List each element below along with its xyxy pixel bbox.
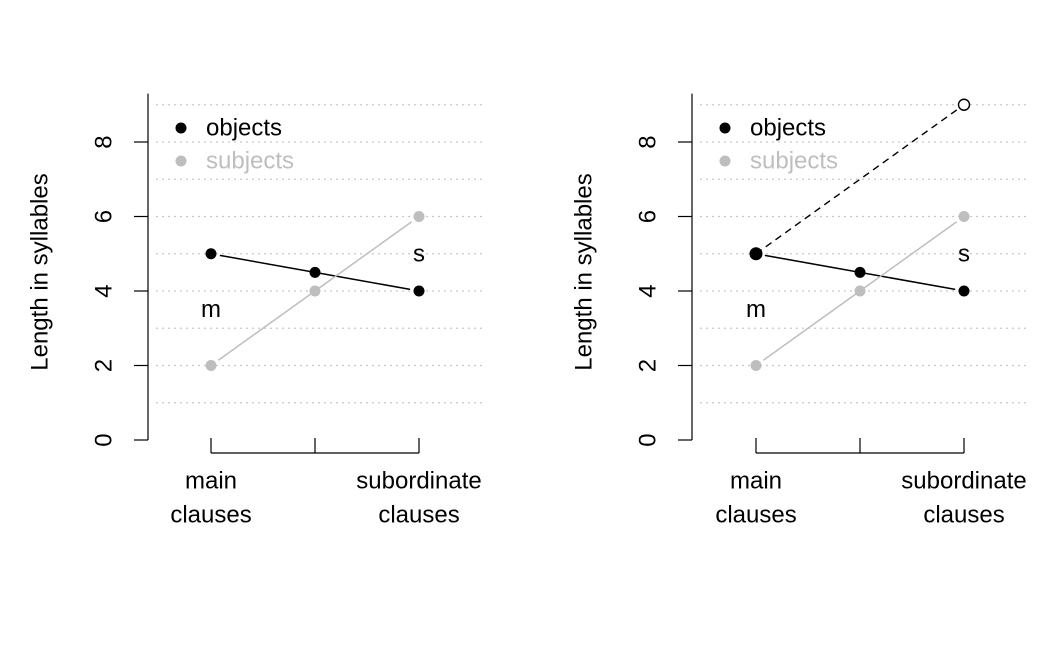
legend-marker xyxy=(719,155,731,167)
data-point xyxy=(413,285,425,297)
x-tick-label: main xyxy=(185,468,237,495)
projection-line xyxy=(755,104,965,255)
legend-label: objects xyxy=(750,115,826,142)
x-tick-label: clauses xyxy=(715,502,796,529)
series-subjects xyxy=(750,211,970,371)
data-point xyxy=(854,266,866,278)
x-tick-label: clauses xyxy=(923,502,1004,529)
data-point xyxy=(958,211,970,222)
y-tick-label: 4 xyxy=(91,284,118,297)
x-tick-label: clauses xyxy=(378,502,459,529)
legend-label: objects xyxy=(206,115,282,142)
y-tick-label: 6 xyxy=(635,210,662,223)
legend-label: subjects xyxy=(750,148,838,175)
y-tick-label: 2 xyxy=(635,359,662,372)
data-point xyxy=(750,360,762,371)
y-tick-label: 2 xyxy=(91,359,118,372)
annotation-label: m xyxy=(201,296,221,323)
legend-label: subjects xyxy=(206,148,294,175)
data-point xyxy=(309,285,321,297)
y-tick-label: 0 xyxy=(635,433,662,446)
panel-2: 0 2 4 6 8 Length in syllables main clauses subor… xyxy=(571,93,1030,529)
x-tick-label: subordinate xyxy=(356,468,481,495)
annotation-label: s xyxy=(958,240,970,267)
y-axis-label: Length in syllables xyxy=(27,173,54,370)
y-tick-label: 8 xyxy=(635,135,662,148)
projection-point xyxy=(957,98,971,111)
y-axis-label: Length in syllables xyxy=(571,173,598,370)
x-tick-label: clauses xyxy=(170,502,251,529)
y-tick-label: 8 xyxy=(91,135,118,148)
panel-1: 0 2 4 6 8 Length in syllables main clauses subor… xyxy=(27,93,486,529)
x-tick-label: main xyxy=(730,468,782,495)
data-point xyxy=(309,266,321,278)
data-point xyxy=(413,211,425,222)
legend: objects subjects xyxy=(719,115,838,175)
legend-marker xyxy=(175,122,187,134)
data-point xyxy=(958,285,970,297)
annotation-label: m xyxy=(746,296,766,323)
series-subjects xyxy=(205,211,425,371)
y-tick-label: 4 xyxy=(635,284,662,297)
series-objects xyxy=(205,248,425,297)
legend: objects subjects xyxy=(175,115,294,175)
data-point xyxy=(854,285,866,297)
data-point xyxy=(205,360,217,371)
y-tick-label: 6 xyxy=(91,210,118,223)
x-tick-label: subordinate xyxy=(901,468,1026,495)
data-point xyxy=(205,248,217,260)
y-tick-label: 0 xyxy=(91,433,118,446)
legend-marker xyxy=(719,122,731,134)
series-objects xyxy=(749,247,970,297)
data-point xyxy=(749,247,763,261)
annotation-label: s xyxy=(413,240,425,267)
legend-marker xyxy=(175,155,187,167)
